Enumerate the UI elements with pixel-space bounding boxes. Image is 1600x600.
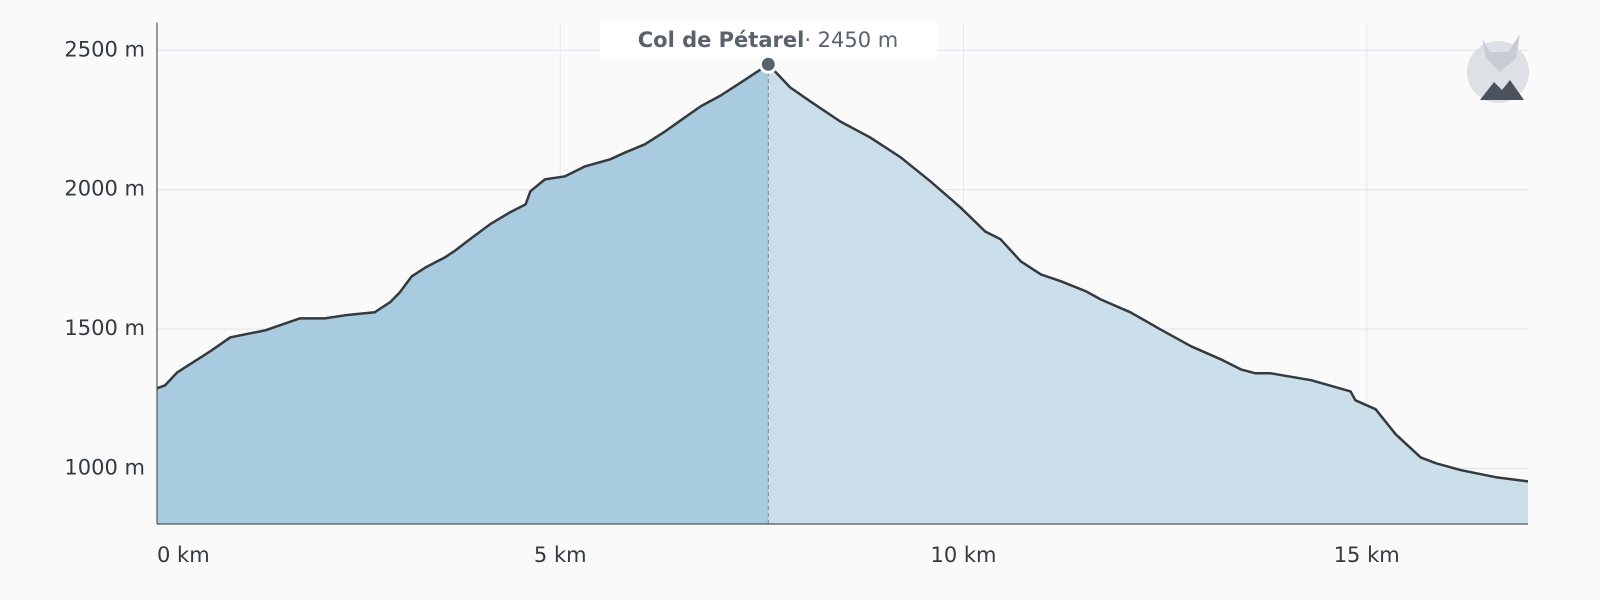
axes: 1000 m 1500 m 2000 m 2500 m 0 km 5 km 10 km 15 …: [64, 22, 1528, 567]
x-tick-label: 10 km: [930, 543, 996, 567]
elevation-line: [156, 63, 1529, 483]
plot: Col de Pétarel· 2450 m: [156, 22, 1529, 525]
x-tick-label: 0 km: [157, 543, 210, 567]
area-traversed: [157, 64, 769, 524]
x-tick-label: 15 km: [1334, 543, 1400, 567]
tooltip-text: Col de Pétarel· 2450 m: [638, 28, 899, 52]
tooltip-value: · 2450 m: [804, 28, 898, 52]
logo: [1467, 34, 1529, 103]
tooltip-box: [600, 22, 937, 58]
x-tick-label: 5 km: [534, 543, 587, 567]
y-tick-label: 1000 m: [64, 455, 145, 479]
y-tick-label: 2500 m: [64, 37, 145, 61]
y-tick-label: 2000 m: [64, 177, 145, 201]
y-tick-label: 1500 m: [64, 316, 145, 340]
tooltip-name: Col de Pétarel: [638, 28, 805, 52]
peak-marker: [758, 54, 778, 74]
